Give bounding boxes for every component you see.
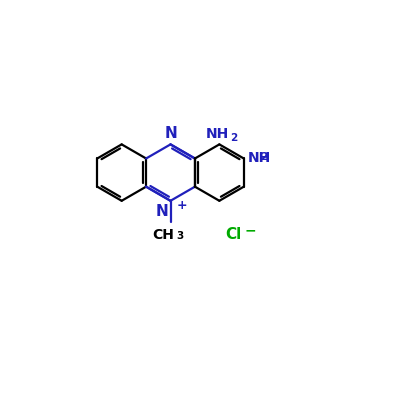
Text: 2: 2 [260, 152, 267, 162]
Text: NH: NH [206, 127, 229, 141]
Text: −: − [244, 224, 256, 238]
Text: N: N [156, 204, 168, 219]
Text: NH: NH [248, 152, 271, 166]
Text: CH: CH [152, 228, 174, 242]
Text: Cl: Cl [225, 228, 241, 242]
Text: 3: 3 [177, 231, 184, 241]
Text: +: + [176, 199, 187, 212]
Text: 2: 2 [230, 133, 238, 143]
Text: N: N [164, 126, 177, 141]
